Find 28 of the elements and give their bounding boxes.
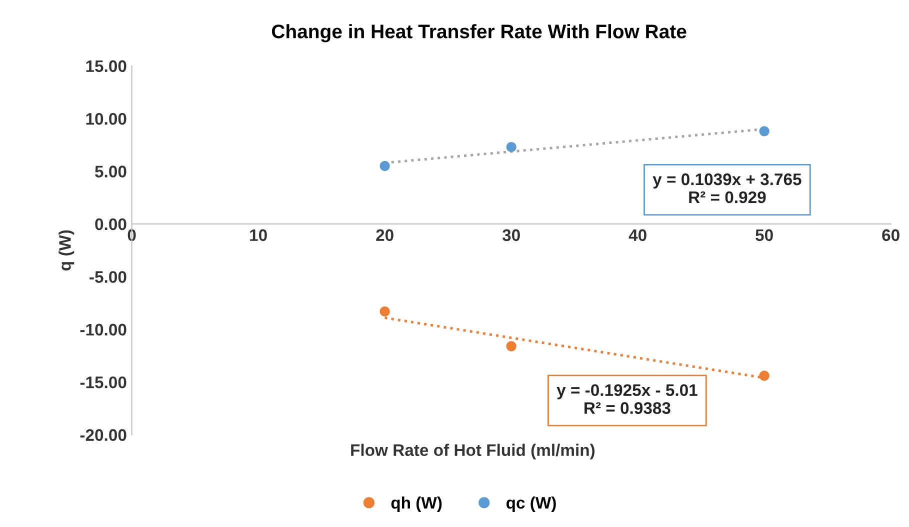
point	[380, 160, 390, 172]
legend-label: qc (W)	[506, 496, 556, 512]
x-axis-title: Flow Rate of Hot Fluid (ml/min)	[351, 444, 595, 460]
x-tick-label: 40	[628, 229, 646, 242]
annotation: y = -0.1925x - 5.01 R² = 0.9383	[556, 384, 698, 414]
x-tick-label: 60	[882, 229, 900, 242]
y-tick-label: 15.00	[86, 60, 126, 72]
y-tick-label: -20.00	[80, 429, 126, 441]
point	[380, 306, 390, 317]
point	[506, 142, 516, 152]
y-tick-label: 0.00	[95, 218, 126, 230]
x-tick-label: 20	[376, 229, 394, 242]
y-tick-label: -5.00	[90, 271, 126, 283]
y-tick-label: -15.00	[80, 376, 126, 388]
point	[506, 341, 516, 352]
legend-label: qh (W)	[391, 496, 442, 512]
y-tick-label: 5.00	[95, 166, 126, 178]
x-tick-label: 30	[502, 229, 520, 242]
point	[759, 370, 770, 381]
point	[759, 126, 770, 136]
annotation: y = 0.1039x + 3.765 R² = 0.929	[652, 173, 802, 204]
y-tick-label: -10.00	[80, 324, 126, 336]
y-axis-title: q (W)	[58, 230, 74, 270]
y-tick-label: 10.00	[86, 112, 126, 125]
x-tick-label: 10	[250, 229, 267, 242]
x-tick-label: 0	[128, 229, 136, 242]
chart-title: Change in Heat Transfer Rate With Flow Rate	[272, 24, 686, 42]
x-tick-label: 50	[756, 229, 773, 242]
